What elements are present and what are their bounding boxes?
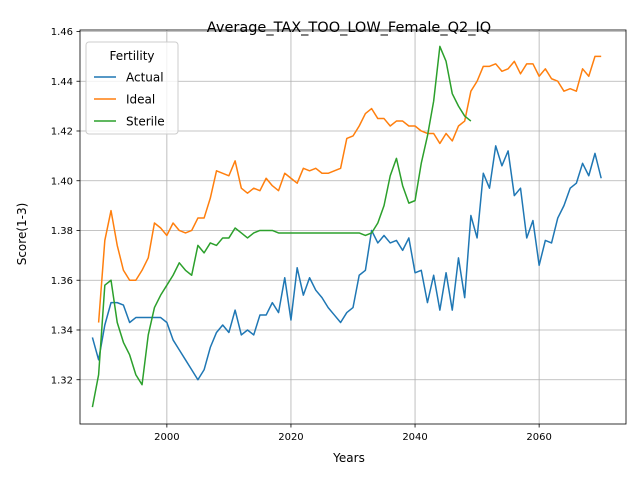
y-tick-label: 1.44 — [51, 77, 73, 88]
legend-label-ideal: Ideal — [126, 93, 155, 107]
legend: Fertility Actual Ideal Sterile — [85, 41, 179, 135]
legend-label-actual: Actual — [126, 71, 164, 85]
series-line-ideal — [97, 55, 602, 323]
x-axis: 2000 2020 2040 2060 — [154, 424, 552, 443]
y-tick-label: 1.34 — [51, 326, 73, 337]
y-tick-label: 1.42 — [51, 127, 73, 138]
y-tick-label: 1.40 — [51, 176, 73, 187]
x-tick-label: 2060 — [526, 432, 551, 443]
x-tick-label: 2040 — [402, 432, 427, 443]
series-line-sterile — [91, 45, 472, 408]
grid-lines — [80, 30, 626, 424]
plot-frame — [79, 29, 627, 425]
series-lines — [91, 45, 602, 408]
y-tick-label: 1.46 — [51, 27, 73, 38]
x-tick-label: 2020 — [278, 432, 303, 443]
legend-label-sterile: Sterile — [126, 115, 165, 129]
x-axis-label: Years — [332, 451, 365, 465]
y-tick-label: 1.38 — [51, 226, 73, 237]
y-tick-label: 1.36 — [51, 276, 73, 287]
y-axis-label: Score(1-3) — [15, 203, 29, 266]
legend-box — [85, 41, 179, 135]
series-line-actual — [91, 145, 602, 381]
y-axis: 1.32 1.34 1.36 1.38 1.40 1.42 1.44 1.46 — [51, 27, 80, 386]
x-tick-label: 2000 — [154, 432, 179, 443]
chart-title: Average_TAX_TOO_LOW_Female_Q2_IQ — [207, 20, 491, 36]
legend-title: Fertility — [109, 49, 154, 63]
y-tick-label: 1.32 — [51, 375, 73, 386]
